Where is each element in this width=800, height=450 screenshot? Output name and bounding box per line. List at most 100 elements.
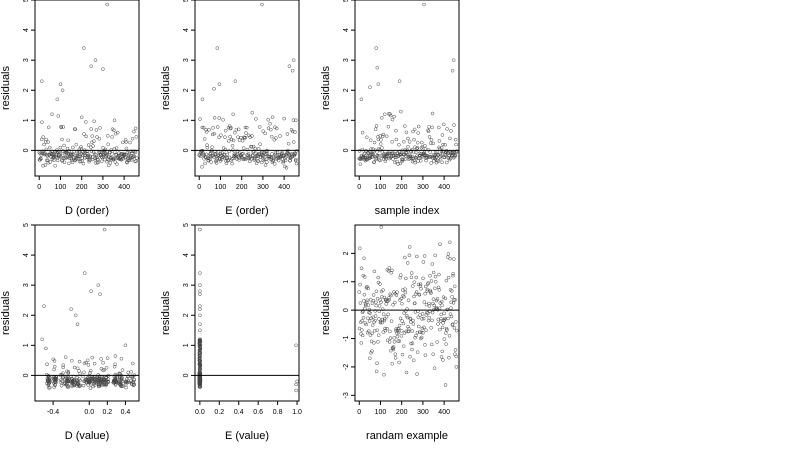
data-point: [418, 159, 423, 163]
data-point: [366, 316, 370, 321]
data-point: [400, 301, 404, 306]
data-point: [104, 151, 108, 156]
data-point: [453, 153, 457, 157]
data-point: [278, 134, 282, 138]
data-point: [79, 147, 84, 151]
y-tick-label: -1: [343, 335, 350, 341]
panel-2: 0 100 200 300 400 0 1 2 3 4 5 E (order) residuals: [160, 0, 300, 217]
data-point: [365, 135, 369, 140]
data-point: [52, 385, 56, 389]
data-point: [40, 120, 44, 125]
data-point: [294, 118, 298, 123]
data-point: [110, 135, 114, 139]
data-point: [370, 349, 374, 353]
data-point: [125, 160, 129, 165]
x-tick-label: 0.4: [121, 409, 131, 416]
data-point: [77, 359, 82, 364]
data-point: [391, 345, 396, 349]
data-point: [129, 370, 133, 374]
data-point: [70, 358, 74, 363]
data-point: [70, 160, 75, 164]
data-point: [66, 370, 71, 374]
data-point: [102, 227, 107, 232]
data-point: [208, 157, 212, 161]
y-tick-label: 0: [343, 308, 350, 312]
data-point: [448, 217, 451, 220]
data-point: [82, 379, 86, 384]
y-tick-label: -3: [343, 392, 350, 398]
data-point: [440, 325, 445, 330]
data-point: [392, 336, 396, 340]
data-point: [198, 338, 202, 343]
data-point: [230, 143, 235, 148]
data-point: [198, 382, 202, 386]
data-point: [105, 356, 110, 360]
data-point: [41, 163, 45, 168]
data-point: [66, 371, 70, 375]
data-point: [234, 128, 239, 132]
data-point: [50, 112, 54, 117]
data-point: [71, 152, 75, 156]
data-point: [425, 287, 430, 292]
data-point: [231, 112, 235, 117]
data-point: [87, 159, 91, 164]
data-point: [91, 144, 95, 148]
data-point: [134, 159, 138, 163]
data-point: [63, 381, 67, 386]
data-point: [392, 114, 396, 119]
data-point: [389, 154, 394, 158]
y-tick-label: 5: [23, 0, 30, 2]
data-point: [360, 319, 364, 323]
data-point: [269, 134, 274, 139]
data-point: [75, 376, 79, 380]
data-point: [64, 155, 68, 159]
data-point: [444, 342, 448, 346]
data-point: [84, 120, 88, 124]
y-tick-label: 3: [23, 58, 30, 62]
y-tick-label: 0: [183, 373, 190, 377]
data-point: [396, 162, 400, 166]
data-point: [132, 129, 136, 134]
data-point: [418, 282, 423, 286]
data-point: [228, 126, 233, 131]
data-point: [426, 318, 431, 323]
data-point: [402, 139, 406, 144]
data-point: [86, 152, 90, 156]
data-point: [448, 256, 452, 261]
y-tick-label: 5: [183, 223, 190, 227]
data-point: [387, 297, 391, 302]
data-point: [439, 312, 443, 317]
data-point: [47, 380, 52, 385]
data-point: [88, 386, 93, 390]
data-point: [400, 352, 405, 357]
data-point: [426, 281, 431, 285]
data-point: [124, 146, 129, 151]
data-point: [373, 127, 378, 131]
data-point: [294, 388, 298, 393]
data-point: [429, 279, 434, 283]
data-point: [378, 282, 382, 286]
data-point: [55, 97, 60, 102]
data-point: [415, 254, 419, 259]
data-point: [262, 157, 267, 162]
data-point: [359, 266, 364, 271]
data-point: [413, 301, 417, 305]
data-point: [444, 278, 449, 283]
data-point: [223, 135, 227, 139]
y-tick-label: 1: [183, 118, 190, 122]
panel-3: 0 100 200 300 400 0 1 2 3 4 5 sample index residuals: [320, 0, 460, 217]
data-point: [366, 150, 370, 155]
x-tick-label: 100: [375, 409, 387, 416]
data-point: [360, 147, 365, 152]
data-point: [397, 323, 402, 328]
data-point: [393, 300, 397, 305]
data-point: [77, 384, 82, 389]
data-point: [387, 340, 392, 344]
data-point: [362, 256, 366, 261]
data-point: [62, 156, 67, 160]
data-point: [78, 159, 83, 163]
data-point: [66, 138, 70, 143]
data-point: [368, 85, 372, 89]
data-point: [397, 339, 402, 343]
data-point: [429, 291, 433, 295]
